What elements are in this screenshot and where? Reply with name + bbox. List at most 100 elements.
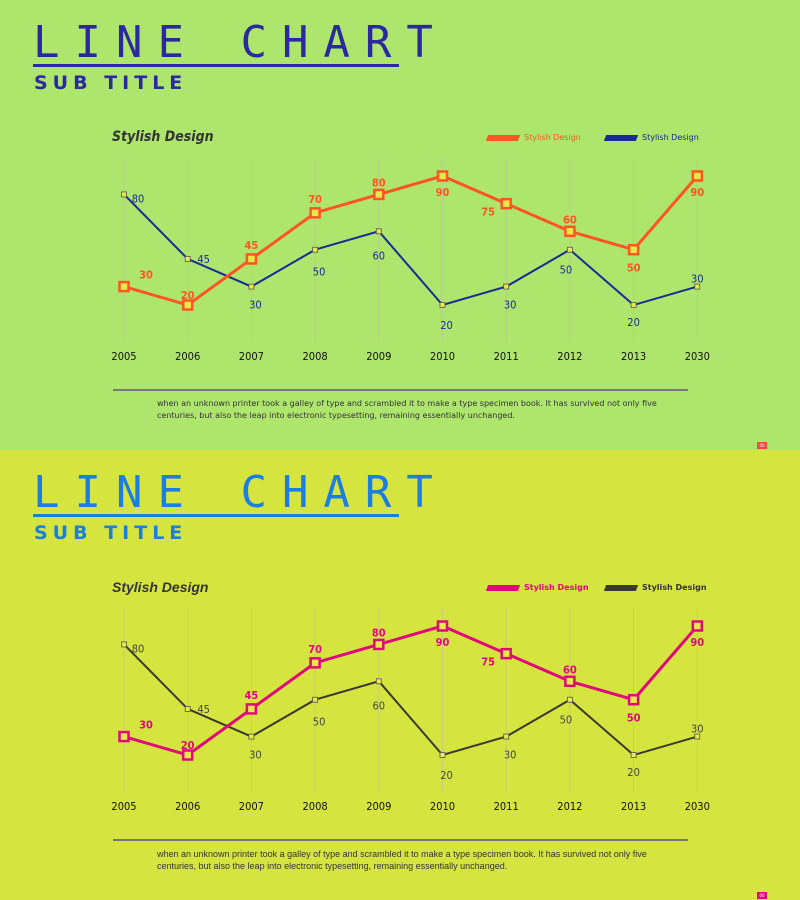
data-point-marker <box>248 733 255 740</box>
line-chart: 2005 2006 2007 2008 2009 2010 2011 2012 2013 2030… <box>111 158 710 363</box>
data-point-marker <box>184 706 191 712</box>
page-number-badge: 00 <box>757 892 767 899</box>
data-point-marker <box>375 228 382 235</box>
data-point-marker <box>567 696 573 703</box>
legend-label: Stylish Design <box>642 583 707 592</box>
x-tick-label: 2011 <box>494 800 519 813</box>
slide-subtitle: SUB TITLE <box>34 72 188 94</box>
data-point-marker <box>439 752 446 758</box>
data-label: 30 <box>139 269 153 282</box>
data-label: 20 <box>627 766 640 779</box>
x-tick-label: 2010 <box>430 800 455 813</box>
data-label: 80 <box>372 626 386 639</box>
data-point-marker <box>627 693 640 706</box>
data-label: 30 <box>249 299 262 312</box>
x-tick-label: 2012 <box>557 800 582 813</box>
legend-item-1: Stylish Design <box>485 133 581 142</box>
data-point-marker <box>309 207 321 219</box>
slide-subtitle: SUB TITLE <box>34 522 188 544</box>
data-label: 80 <box>372 176 386 189</box>
data-point-marker <box>312 246 319 253</box>
data-label: 20 <box>181 739 195 752</box>
data-point-marker <box>500 197 512 210</box>
data-point-marker <box>694 733 701 740</box>
data-point-marker <box>439 302 446 308</box>
series-line-1 <box>123 174 699 307</box>
data-point-marker <box>694 283 701 290</box>
data-label: 70 <box>308 643 322 656</box>
data-point-marker <box>627 243 640 256</box>
data-point-marker <box>500 647 512 660</box>
data-label: 30 <box>139 719 153 732</box>
data-label: 45 <box>245 689 259 702</box>
data-label: 20 <box>440 319 453 332</box>
data-label: 20 <box>440 769 453 782</box>
data-point-marker <box>118 280 130 293</box>
x-tick-label: 2007 <box>239 350 264 363</box>
data-point-marker <box>312 696 319 703</box>
chart-title: Stylish Design <box>112 129 214 145</box>
data-label: 60 <box>373 249 386 262</box>
x-tick-label: 2007 <box>239 800 264 813</box>
data-point-marker <box>503 283 510 290</box>
series-line-2 <box>123 643 698 757</box>
data-point-marker <box>245 703 258 715</box>
data-label: 80 <box>132 642 145 655</box>
data-label: 45 <box>197 703 210 716</box>
x-tick-label: 2006 <box>175 800 200 813</box>
data-point-marker <box>630 302 637 308</box>
data-point-marker <box>181 749 194 761</box>
slide-title: LINE CHART <box>33 17 448 68</box>
data-label: 30 <box>691 273 704 286</box>
x-tick-label: 2009 <box>366 800 391 813</box>
data-point-marker <box>373 188 385 201</box>
x-tick-label: 2005 <box>111 350 136 363</box>
x-tick-label: 2030 <box>685 800 710 813</box>
data-point-marker <box>564 675 576 688</box>
x-tick-label: 2030 <box>685 350 710 363</box>
data-label: 30 <box>504 299 517 312</box>
data-label: 30 <box>249 749 262 762</box>
caption-text: when an unknown printer took a galley of… <box>157 849 647 871</box>
chart-title: Stylish Design <box>112 579 209 595</box>
line-chart: 2005 2006 2007 2008 2009 2010 2011 2012 2013 2030… <box>111 608 710 813</box>
chart-slide-1: LINE CHART SUB TITLE Stylish Design Styl… <box>0 0 800 450</box>
data-label: 80 <box>132 192 145 205</box>
x-tick-label: 2011 <box>494 350 519 363</box>
data-point-marker <box>691 170 704 182</box>
legend-item-2: Stylish Design <box>603 583 707 592</box>
x-tick-label: 2010 <box>430 350 455 363</box>
series-line-2 <box>123 193 698 307</box>
data-point-marker <box>436 620 449 632</box>
data-label: 50 <box>313 716 326 729</box>
slide-title: LINE CHART <box>33 467 448 518</box>
x-tick-label: 2008 <box>303 350 328 363</box>
data-label: 20 <box>181 289 195 302</box>
data-point-marker <box>373 638 385 651</box>
data-label: 50 <box>560 714 573 727</box>
data-point-marker <box>118 730 130 743</box>
footer-divider <box>113 839 688 841</box>
data-label: 50 <box>313 266 326 279</box>
data-point-marker <box>567 246 573 253</box>
data-point-marker <box>248 283 255 290</box>
data-point-marker <box>630 752 637 758</box>
page-number-badge: 00 <box>757 442 767 449</box>
x-tick-label: 2013 <box>621 800 646 813</box>
data-label: 60 <box>563 663 577 676</box>
data-point-marker <box>375 678 382 685</box>
data-point-marker <box>181 299 194 311</box>
data-label: 50 <box>627 712 641 725</box>
data-point-marker <box>184 256 191 262</box>
data-label: 45 <box>197 253 210 266</box>
data-label: 30 <box>691 723 704 736</box>
data-point-marker <box>564 225 576 238</box>
caption-text: when an unknown printer took a galley of… <box>157 399 657 420</box>
data-point-marker <box>245 253 258 265</box>
data-label: 90 <box>436 636 450 649</box>
data-label: 90 <box>436 186 450 199</box>
chart-slide-2: LINE CHART SUB TITLE Stylish Design Styl… <box>0 450 800 900</box>
data-point-marker <box>503 733 510 740</box>
series-line-1 <box>123 624 699 757</box>
data-point-marker <box>309 657 321 669</box>
